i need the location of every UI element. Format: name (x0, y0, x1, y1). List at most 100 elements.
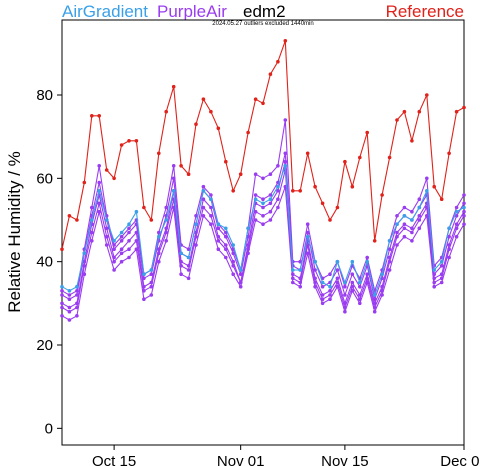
data-point (127, 255, 131, 260)
data-point (253, 197, 258, 201)
data-point (142, 205, 146, 210)
data-point (253, 193, 258, 197)
data-point (350, 284, 355, 289)
data-point (90, 239, 94, 243)
data-point (119, 251, 124, 256)
data-point (216, 226, 221, 231)
data-point (313, 284, 317, 289)
data-point (365, 255, 370, 260)
data-point (283, 164, 288, 168)
data-point (209, 214, 213, 218)
data-point (134, 230, 139, 235)
data-point (246, 130, 250, 135)
data-point (432, 268, 437, 272)
data-point (194, 214, 198, 218)
data-point (90, 205, 94, 210)
data-point (462, 214, 466, 218)
data-point (238, 172, 243, 176)
data-point (328, 289, 332, 293)
data-point (231, 272, 235, 277)
data-point (149, 284, 154, 289)
data-point (60, 305, 64, 310)
data-point (358, 280, 362, 285)
data-point (410, 239, 414, 243)
data-point (60, 301, 64, 306)
series-purpleair-4 (60, 168, 466, 314)
data-point (261, 214, 265, 218)
data-point (224, 159, 228, 164)
data-point (209, 193, 213, 197)
data-point (149, 293, 154, 297)
data-point (454, 109, 459, 114)
data-point (134, 239, 139, 243)
data-point (425, 205, 429, 210)
data-point (439, 280, 444, 285)
data-point (268, 172, 273, 176)
data-point (320, 284, 325, 289)
data-point (119, 239, 124, 243)
data-point (238, 284, 243, 289)
data-point (231, 264, 235, 268)
data-point (425, 214, 429, 218)
data-point (454, 205, 459, 210)
data-point (67, 289, 72, 293)
data-point (194, 222, 198, 226)
data-point (372, 309, 377, 314)
data-point (157, 259, 161, 264)
data-point (387, 239, 392, 243)
data-point (67, 297, 72, 302)
data-point (395, 118, 399, 122)
data-point (380, 293, 384, 297)
data-point (462, 201, 466, 206)
data-point (112, 259, 116, 264)
data-point (224, 226, 228, 231)
series-layer (60, 39, 466, 322)
y-tick-label: 60 (36, 170, 53, 187)
data-point (75, 284, 79, 289)
data-point (276, 184, 280, 189)
data-point (454, 226, 459, 231)
data-point (171, 189, 176, 193)
data-point (149, 268, 154, 272)
data-point (402, 222, 407, 226)
data-point (380, 272, 384, 277)
data-point (261, 176, 265, 181)
data-point (127, 239, 131, 243)
data-point (224, 243, 228, 247)
data-point (410, 209, 414, 214)
data-point (186, 172, 191, 176)
data-point (201, 197, 206, 201)
data-point (104, 226, 109, 231)
data-point (320, 280, 325, 285)
data-point (335, 280, 340, 285)
data-point (142, 272, 146, 277)
data-point (462, 209, 466, 214)
data-point (253, 97, 258, 101)
data-point (350, 272, 355, 277)
data-point (387, 259, 392, 264)
data-point (186, 247, 191, 251)
data-point (358, 301, 362, 306)
data-point (283, 118, 288, 122)
data-point (417, 226, 422, 231)
data-point (157, 151, 161, 156)
data-point (417, 214, 422, 218)
series-purpleair-2 (60, 151, 466, 302)
data-point (171, 84, 176, 89)
data-point (328, 284, 332, 289)
data-point (97, 201, 101, 206)
series-airgradient (60, 164, 466, 297)
data-point (410, 230, 414, 235)
data-point (343, 293, 347, 297)
data-point (246, 226, 250, 231)
data-point (171, 176, 176, 181)
data-point (276, 59, 280, 64)
data-point (291, 280, 295, 285)
data-point (350, 289, 355, 293)
data-point (305, 151, 310, 156)
data-point (283, 159, 288, 164)
data-point (425, 189, 429, 193)
data-point (350, 259, 355, 264)
data-point (201, 189, 206, 193)
data-point (97, 180, 101, 185)
